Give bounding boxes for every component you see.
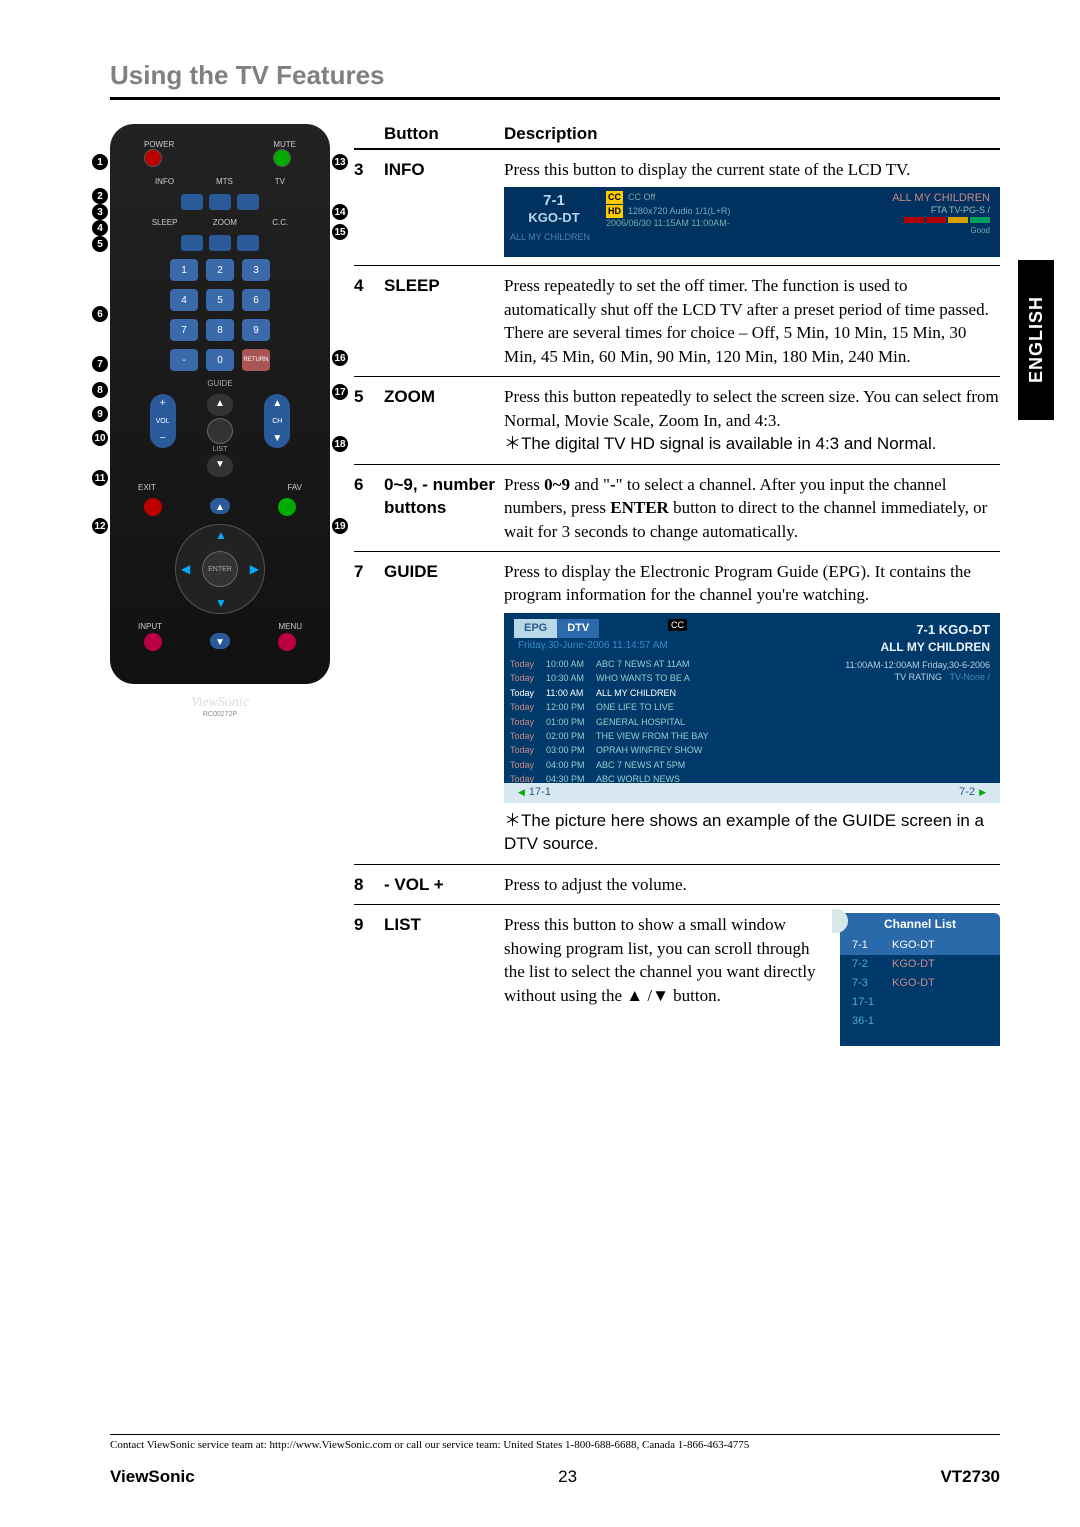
- list-btn: [207, 418, 233, 444]
- remote-control-image: POWER MUTE INFO MTS TV SLEEP ZOOM C.C. 1…: [110, 124, 330, 684]
- english-tab-label: ENGLISH: [1026, 296, 1047, 383]
- exit-label: EXIT: [138, 483, 156, 492]
- up-btn: ▲: [207, 394, 233, 416]
- table-row: 3 INFO Press this button to display the …: [354, 150, 1000, 266]
- mts-label: MTS: [216, 177, 233, 186]
- table-row: 6 0~9, - number buttons Press 0~9 and "-…: [354, 465, 1000, 552]
- guide-label: GUIDE: [120, 379, 320, 388]
- english-tab: ENGLISH: [1018, 260, 1054, 420]
- info-label: INFO: [155, 177, 174, 186]
- zoom-label: ZOOM: [213, 218, 237, 227]
- epg-image: EPGDTV CC Friday,30-June-2006 11:14:57 A…: [504, 613, 1000, 803]
- number-pad: 123 456 789 -0RETURN: [120, 259, 320, 371]
- channel-list-image: Channel List 7-1KGO-DT7-2KGO-DT7-3KGO-DT…: [840, 913, 1000, 1045]
- vol-rocker: +VOL−: [150, 394, 176, 448]
- remote-model: RC00272P: [120, 711, 320, 718]
- divider: [110, 97, 1000, 100]
- sleep-label: SLEEP: [152, 218, 178, 227]
- info-osd-image: 7-1 KGO-DT CC CC Off HD 1280x720 Audio 1…: [504, 187, 1000, 257]
- page-number: 23: [558, 1467, 577, 1487]
- page-footer: Contact ViewSonic service team at: http:…: [110, 1434, 1000, 1487]
- note: ＊The digital TV HD signal is available i…: [504, 434, 936, 453]
- note: ＊The picture here shows an example of th…: [504, 811, 984, 853]
- tv-label: TV: [275, 177, 285, 186]
- row-num: 3: [354, 158, 384, 257]
- table-row: 8 - VOL + Press to adjust the volume.: [354, 865, 1000, 905]
- menu-label: MENU: [278, 622, 302, 631]
- row-desc: Press this button to display the current…: [504, 160, 910, 179]
- cc-label: C.C.: [272, 218, 288, 227]
- table-header: Button Description: [354, 124, 1000, 150]
- ch-rocker: ▲CH▼: [264, 394, 290, 448]
- table-row: 4 SLEEP Press repeatedly to set the off …: [354, 266, 1000, 377]
- page-title: Using the TV Features: [110, 60, 1000, 91]
- mute-button: [273, 149, 291, 167]
- footer-model: VT2730: [940, 1467, 1000, 1487]
- down-btn: ▼: [207, 455, 233, 477]
- power-label: POWER: [144, 140, 174, 149]
- col-button: Button: [384, 124, 504, 144]
- footer-brand: ViewSonic: [110, 1467, 195, 1487]
- table-row: 7 GUIDE Press to display the Electronic …: [354, 552, 1000, 865]
- footer-contact: Contact ViewSonic service team at: http:…: [110, 1439, 1000, 1451]
- dpad: ▲ ▼ ◀ ▶ ENTER: [175, 524, 265, 614]
- remote-logo: ViewSonic: [120, 695, 320, 711]
- table-row: 9 LIST Channel List 7-1KGO-DT7-2KGO-DT7-…: [354, 905, 1000, 1053]
- table-row: 5 ZOOM Press this button repeatedly to s…: [354, 377, 1000, 464]
- row-name: INFO: [384, 158, 504, 257]
- input-label: INPUT: [138, 622, 162, 631]
- fav-label: FAV: [287, 483, 302, 492]
- mute-label: MUTE: [273, 140, 296, 149]
- power-button: [144, 149, 162, 167]
- col-description: Description: [504, 124, 1000, 144]
